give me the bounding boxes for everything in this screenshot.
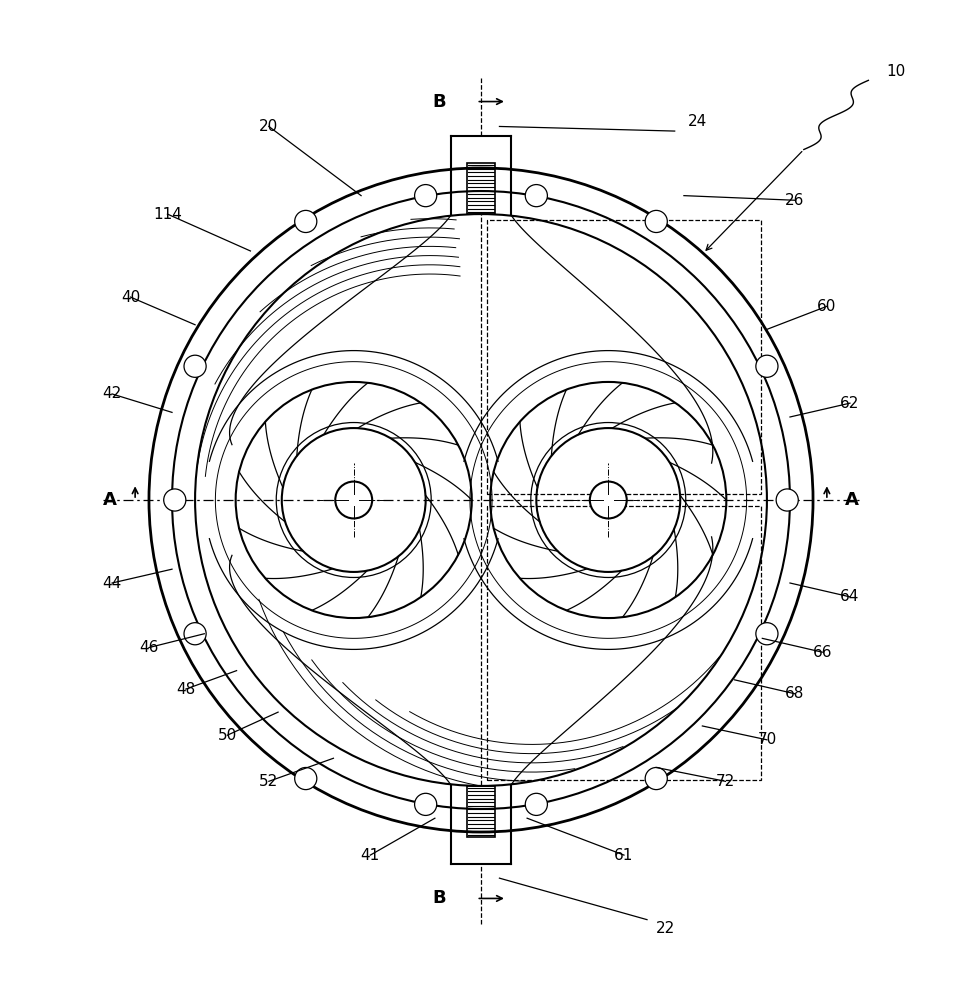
Circle shape bbox=[149, 168, 812, 832]
Text: 40: 40 bbox=[121, 290, 140, 305]
Circle shape bbox=[414, 185, 436, 207]
Text: B: B bbox=[432, 889, 446, 907]
Bar bbox=[451, 786, 510, 864]
Text: 42: 42 bbox=[102, 386, 122, 401]
Text: 46: 46 bbox=[139, 640, 159, 655]
Text: 48: 48 bbox=[176, 682, 195, 697]
Circle shape bbox=[525, 793, 547, 815]
Text: 10: 10 bbox=[885, 64, 904, 79]
Circle shape bbox=[414, 793, 436, 815]
Circle shape bbox=[184, 355, 206, 377]
Text: 72: 72 bbox=[715, 774, 734, 789]
Bar bbox=[467, 786, 494, 837]
Circle shape bbox=[294, 210, 316, 233]
Circle shape bbox=[589, 482, 626, 518]
Bar bbox=[486, 220, 760, 494]
Bar bbox=[467, 163, 494, 214]
Text: 70: 70 bbox=[756, 732, 776, 747]
Text: 20: 20 bbox=[259, 119, 278, 134]
Circle shape bbox=[163, 489, 185, 511]
Bar bbox=[486, 506, 760, 780]
Text: 24: 24 bbox=[687, 114, 706, 129]
Circle shape bbox=[335, 482, 372, 518]
Circle shape bbox=[776, 489, 798, 511]
Text: 22: 22 bbox=[655, 921, 675, 936]
Text: 50: 50 bbox=[217, 728, 236, 743]
Circle shape bbox=[755, 355, 777, 377]
Circle shape bbox=[525, 185, 547, 207]
Text: 60: 60 bbox=[816, 299, 836, 314]
Circle shape bbox=[645, 767, 667, 790]
Text: 64: 64 bbox=[839, 589, 859, 604]
Circle shape bbox=[184, 623, 206, 645]
Text: 52: 52 bbox=[259, 774, 278, 789]
Circle shape bbox=[755, 623, 777, 645]
Circle shape bbox=[294, 767, 316, 790]
Bar bbox=[451, 136, 510, 214]
Text: 68: 68 bbox=[784, 686, 803, 701]
Text: A: A bbox=[103, 491, 117, 509]
Circle shape bbox=[645, 210, 667, 233]
Text: 62: 62 bbox=[839, 396, 859, 411]
Text: A: A bbox=[844, 491, 858, 509]
Text: 44: 44 bbox=[102, 576, 122, 591]
Text: 114: 114 bbox=[153, 207, 182, 222]
Text: 61: 61 bbox=[614, 848, 633, 863]
Text: 41: 41 bbox=[360, 848, 380, 863]
Text: B: B bbox=[432, 93, 446, 111]
Text: 26: 26 bbox=[784, 193, 803, 208]
Text: 66: 66 bbox=[812, 645, 831, 660]
